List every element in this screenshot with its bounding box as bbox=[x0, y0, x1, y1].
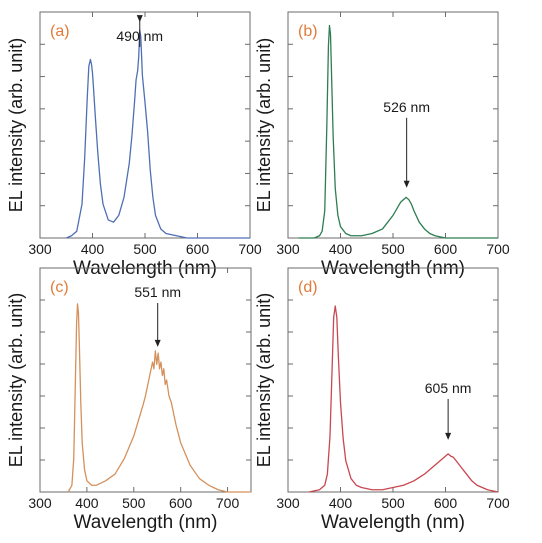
y-axis-label: EL intensity (arb. unit) bbox=[6, 38, 26, 212]
spectrum-line bbox=[298, 24, 498, 239]
x-tick-label: 300 bbox=[276, 241, 300, 257]
y-axis-label: EL intensity (arb. unit) bbox=[254, 293, 274, 467]
y-axis-label: EL intensity (arb. unit) bbox=[6, 293, 26, 467]
x-tick-label: 600 bbox=[169, 495, 193, 511]
x-tick-label: 300 bbox=[28, 241, 52, 257]
x-tick-label: 700 bbox=[486, 495, 510, 511]
spectrum-line bbox=[308, 305, 499, 493]
x-tick-label: 700 bbox=[486, 241, 510, 257]
spectrum-line bbox=[65, 29, 250, 239]
axes-frame bbox=[39, 267, 252, 493]
panel-label: (b) bbox=[298, 23, 318, 40]
panel-label: (a) bbox=[50, 23, 70, 40]
x-tick-label: 700 bbox=[216, 495, 240, 511]
peak-annotation-label: 551 nm bbox=[134, 284, 181, 300]
spectrum-line bbox=[67, 303, 251, 493]
x-tick-label: 400 bbox=[329, 241, 353, 257]
x-tick-label: 500 bbox=[122, 495, 146, 511]
annotation-arrow-head bbox=[445, 432, 452, 440]
x-tick-label: 300 bbox=[28, 495, 52, 511]
x-tick-label: 400 bbox=[329, 495, 353, 511]
panel-label: (d) bbox=[298, 279, 318, 296]
x-tick-label: 300 bbox=[276, 495, 300, 511]
peak-annotation-label: 526 nm bbox=[383, 99, 430, 115]
annotation-arrow-head bbox=[154, 339, 161, 347]
axes-frame bbox=[287, 11, 499, 239]
x-tick-label: 400 bbox=[75, 495, 99, 511]
panel-label: (c) bbox=[50, 279, 69, 296]
x-tick-label: 600 bbox=[434, 495, 458, 511]
annotation-arrow-head bbox=[136, 15, 143, 23]
x-tick-label: 400 bbox=[81, 241, 105, 257]
x-axis-label: Wavelength (nm) bbox=[321, 512, 465, 533]
x-tick-label: 500 bbox=[133, 241, 157, 257]
panel-d: 300 400 500 600 700 Wavelength (nm) EL intensi… bbox=[254, 267, 510, 533]
x-tick-label: 500 bbox=[381, 241, 405, 257]
x-tick-label: 600 bbox=[434, 241, 458, 257]
axes-frame bbox=[39, 11, 251, 239]
x-tick-label: 700 bbox=[238, 241, 262, 257]
y-axis-label: EL intensity (arb. unit) bbox=[254, 38, 274, 212]
x-tick-label: 600 bbox=[186, 241, 210, 257]
x-tick-label: 500 bbox=[381, 495, 405, 511]
annotation-arrow-head bbox=[403, 180, 410, 188]
peak-annotation-label: 605 nm bbox=[425, 380, 472, 396]
x-axis-label: Wavelength (nm) bbox=[74, 512, 218, 533]
